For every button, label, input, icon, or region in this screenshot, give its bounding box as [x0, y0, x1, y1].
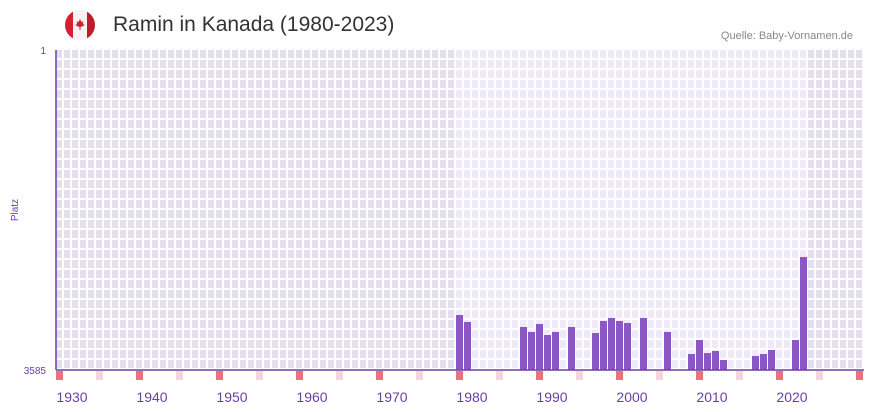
- year-marker: [376, 371, 383, 380]
- x-tick-label: 2010: [696, 389, 727, 405]
- bar-2001: [624, 323, 631, 370]
- y-axis-label: Platz: [10, 199, 21, 221]
- plot-background-range: [456, 50, 808, 370]
- bar-2018: [760, 354, 767, 370]
- x-tick-label: 1940: [136, 389, 167, 405]
- year-marker: [696, 371, 703, 380]
- year-marker: [416, 371, 423, 380]
- x-tick-label: 2000: [616, 389, 647, 405]
- bar-1980: [456, 315, 463, 370]
- bar-2013: [720, 360, 727, 370]
- bar-2011: [704, 353, 711, 370]
- year-marker: [496, 371, 503, 380]
- year-marker: [296, 371, 303, 380]
- bar-1992: [552, 331, 559, 370]
- year-marker: [216, 371, 223, 380]
- bar-1991: [544, 335, 551, 370]
- year-marker: [576, 371, 583, 380]
- bar-1981: [464, 321, 471, 370]
- bar-2017: [752, 355, 759, 370]
- bar-1994: [568, 326, 575, 370]
- year-marker: [616, 371, 623, 380]
- x-tick-label: 1970: [376, 389, 407, 405]
- year-marker: [456, 371, 463, 380]
- bar-2000: [616, 320, 623, 370]
- x-tick-label: 1980: [456, 389, 487, 405]
- chart-title: Ramin in Kanada (1980-2023): [113, 13, 395, 36]
- x-tick-label: 1990: [536, 389, 567, 405]
- y-tick-label: 3585: [24, 366, 47, 377]
- year-marker: [336, 371, 343, 380]
- bar-2019: [768, 350, 775, 370]
- bar-2023: [800, 256, 807, 370]
- year-marker: [536, 371, 543, 380]
- y-tick-label: 1: [40, 46, 46, 57]
- bar-2009: [688, 354, 695, 370]
- source-link[interactable]: Quelle: Baby-Vornamen.de: [720, 30, 853, 42]
- year-marker: [736, 371, 743, 380]
- year-marker: [856, 371, 863, 380]
- bar-1990: [536, 324, 543, 370]
- bar-1998: [600, 320, 607, 370]
- year-marker: [176, 371, 183, 380]
- x-tick-label: 1960: [296, 389, 327, 405]
- bar-1988: [520, 326, 527, 370]
- plot-background-outside: [56, 50, 456, 370]
- year-marker: [776, 371, 783, 380]
- x-tick-label: 1950: [216, 389, 247, 405]
- bar-1997: [592, 333, 599, 370]
- year-marker: [656, 371, 663, 380]
- x-tick-label: 1930: [56, 389, 87, 405]
- plot-background-outside: [808, 50, 864, 370]
- year-marker: [96, 371, 103, 380]
- bar-2006: [664, 331, 671, 370]
- year-marker: [56, 371, 63, 380]
- canada-flag-icon: [65, 10, 95, 40]
- year-marker: [816, 371, 823, 380]
- year-marker: [256, 371, 263, 380]
- year-marker: [136, 371, 143, 380]
- bar-1999: [608, 318, 615, 370]
- bar-2022: [792, 340, 799, 370]
- x-tick-label: 2020: [776, 389, 807, 405]
- bar-1989: [528, 331, 535, 370]
- bar-2003: [640, 318, 647, 370]
- bar-2012: [712, 350, 719, 370]
- bar-2010: [696, 340, 703, 370]
